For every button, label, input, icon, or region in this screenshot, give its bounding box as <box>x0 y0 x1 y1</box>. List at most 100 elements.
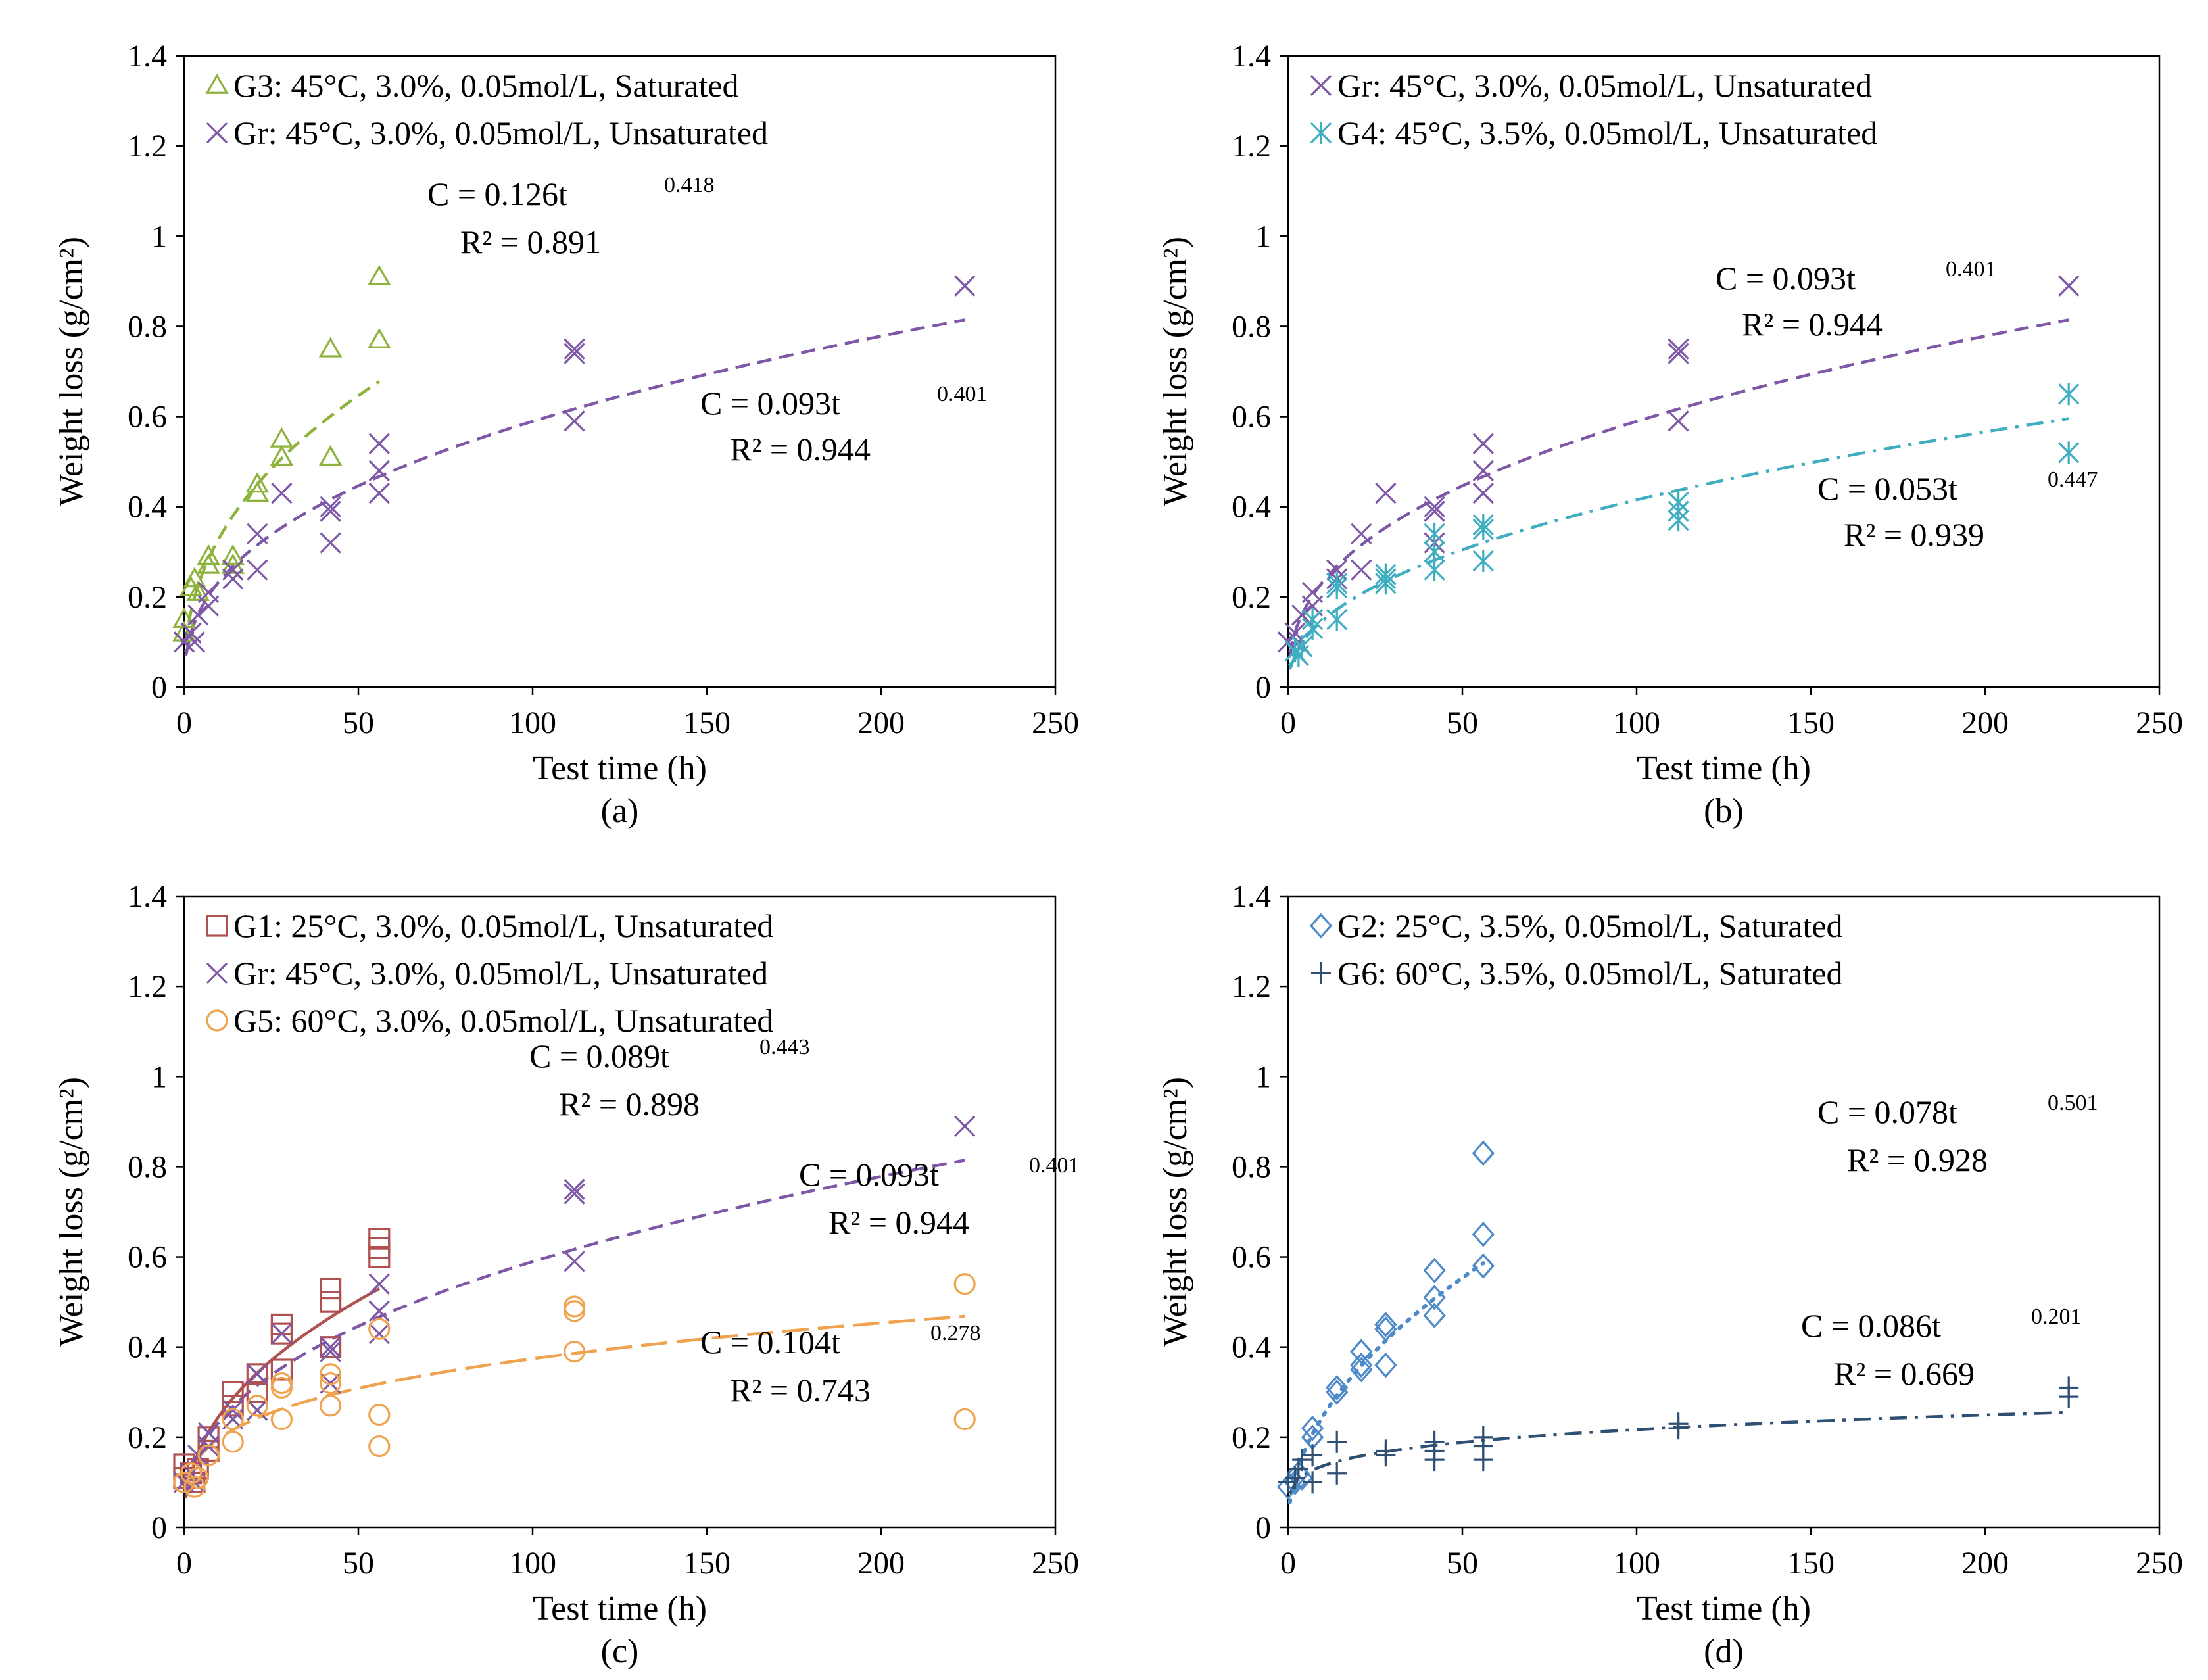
legend-entry: G6: 60°C, 3.5%, 0.05mol/L, Saturated <box>1337 955 1843 992</box>
y-tick-label: 1.4 <box>128 879 167 914</box>
data-point <box>246 1381 268 1403</box>
y-axis-title: Weight loss (g/cm²) <box>53 237 90 506</box>
data-point <box>1423 1303 1446 1329</box>
data-point <box>564 1251 585 1272</box>
fit-equation: C = 0.093t <box>799 1156 939 1193</box>
data-point <box>197 544 220 565</box>
data-point <box>1291 635 1313 658</box>
data-point <box>222 1381 244 1403</box>
data-point <box>247 1399 268 1421</box>
y-tick-label: 1.4 <box>128 39 167 74</box>
y-tick-label: 1 <box>151 1059 167 1094</box>
fit-r-squared: R² = 0.898 <box>559 1086 700 1122</box>
plot-frame <box>183 55 1057 688</box>
data-point <box>1327 1430 1347 1453</box>
data-point <box>953 1273 976 1295</box>
y-tick-label: 1 <box>151 219 167 254</box>
fit-exponent: 0.418 <box>664 173 715 197</box>
data-point <box>1292 1449 1312 1472</box>
data-point <box>1375 563 1397 586</box>
y-axis-title: Weight loss (g/cm²) <box>53 1077 90 1347</box>
panel-label: (b) <box>1704 792 1744 830</box>
y-tick-label: 0.2 <box>1232 1420 1271 1455</box>
y-tick-label: 1.2 <box>1232 129 1271 164</box>
data-point <box>320 1336 341 1358</box>
x-axis-title: Test time (h) <box>533 750 707 787</box>
fit-exponent: 0.201 <box>2031 1305 2082 1329</box>
fit-equation: C = 0.104t <box>700 1324 840 1360</box>
fit-equation: C = 0.093t <box>700 385 840 421</box>
y-tick-label: 0.4 <box>128 1330 167 1365</box>
data-point <box>183 567 206 588</box>
x-tick-label: 50 <box>1447 1546 1478 1581</box>
fit-r-squared: R² = 0.944 <box>828 1204 969 1241</box>
series-0-points <box>172 264 391 642</box>
legend-entry: G5: 60°C, 3.0%, 0.05mol/L, Unsaturated <box>233 1002 773 1039</box>
fit-exponent: 0.447 <box>2048 468 2098 492</box>
data-point <box>564 1178 585 1200</box>
panel-label: (d) <box>1704 1633 1744 1670</box>
x-tick-label: 200 <box>857 706 905 740</box>
data-point <box>2058 275 2080 297</box>
chart-a: 0 0.2 0.4 0.6 0.8 1 1.2 1.4 0 50 100 150 200 250 Test … <box>53 39 1079 830</box>
x-tick-label: 250 <box>1032 706 1079 740</box>
data-point <box>1301 1415 1324 1441</box>
x-tick-label: 100 <box>509 1546 556 1581</box>
y-tick-label: 1.2 <box>1232 969 1271 1004</box>
y-tick-label: 0 <box>151 670 167 705</box>
x-tick-label: 0 <box>1280 1546 1296 1581</box>
y-tick-label: 1.2 <box>128 129 167 164</box>
x-tick-label: 150 <box>1787 706 1835 740</box>
data-point <box>320 1277 342 1300</box>
data-point <box>1303 1471 1323 1494</box>
fit-curve-1 <box>1288 417 2069 671</box>
data-point <box>197 1422 220 1444</box>
series-2-points <box>173 1273 976 1498</box>
x-tick-label: 100 <box>509 706 556 740</box>
data-point <box>270 1372 293 1395</box>
data-point <box>320 1336 342 1358</box>
data-point <box>564 338 585 360</box>
data-point <box>270 1376 293 1399</box>
fit-r-squared: R² = 0.743 <box>730 1372 871 1408</box>
data-point <box>246 1363 268 1385</box>
legend-marker <box>206 1009 228 1032</box>
legend-marker <box>1311 962 1331 984</box>
panel-a: 0 0.2 0.4 0.6 0.8 1 1.2 1.4 0 50 100 150 200 250 Test … <box>0 0 1104 840</box>
data-point <box>221 544 245 565</box>
data-point <box>1351 523 1372 544</box>
data-point <box>180 1462 203 1485</box>
data-point <box>368 483 390 504</box>
x-tick-label: 50 <box>343 706 374 740</box>
data-point <box>1374 1352 1397 1378</box>
data-point <box>1423 1257 1446 1284</box>
fit-exponent: 0.401 <box>937 382 988 406</box>
data-point <box>564 343 585 364</box>
fit-exponent: 0.401 <box>1029 1153 1080 1178</box>
series-1-points <box>1284 383 2080 667</box>
data-point <box>368 460 390 481</box>
data-point <box>368 1318 391 1340</box>
legend-entry: Gr: 45°C, 3.0%, 0.05mol/L, Unsaturated <box>233 955 768 992</box>
panel-label: (a) <box>601 792 639 830</box>
fit-exponent: 0.401 <box>1946 257 1996 281</box>
data-point <box>1350 1339 1373 1364</box>
data-point <box>2058 441 2080 464</box>
data-point <box>222 559 244 581</box>
fit-curve-0 <box>184 380 381 645</box>
y-tick-label: 0.2 <box>128 580 167 615</box>
chart-b: 0 0.2 0.4 0.6 0.8 1 1.2 1.4 0 50 100 150 200 250 Test … <box>1157 39 2183 830</box>
data-point <box>563 1340 586 1363</box>
fit-equation: C = 0.089t <box>529 1038 669 1074</box>
fit-r-squared: R² = 0.944 <box>1742 306 1883 343</box>
data-point <box>368 1273 390 1295</box>
x-tick-label: 100 <box>1613 1546 1660 1581</box>
data-point <box>1668 1412 1689 1435</box>
x-tick-label: 0 <box>176 1546 192 1581</box>
data-point <box>1424 500 1445 522</box>
x-tick-label: 250 <box>2136 706 2183 740</box>
data-point <box>1424 522 1445 545</box>
data-point <box>270 427 294 448</box>
fit-curve-0 <box>184 1287 380 1499</box>
data-point <box>1472 460 1494 481</box>
